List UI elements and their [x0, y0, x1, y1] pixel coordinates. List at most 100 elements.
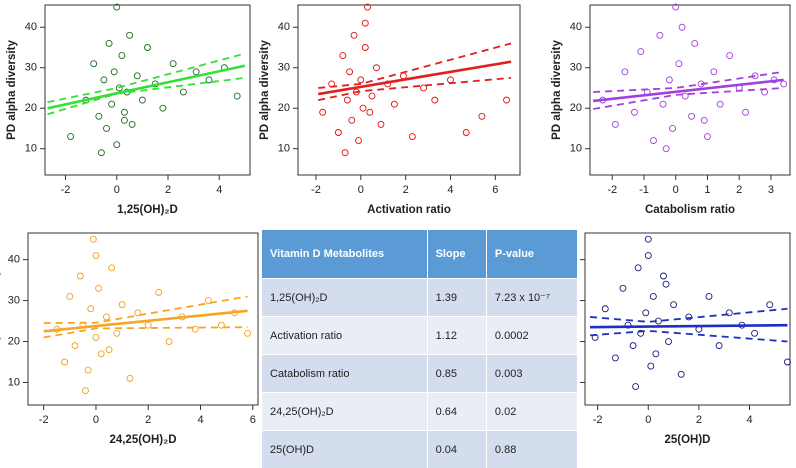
data-point	[706, 293, 712, 299]
data-point	[109, 101, 115, 107]
x-axis-label: 25(OH)D	[664, 434, 710, 446]
data-point	[85, 367, 91, 373]
data-point	[156, 289, 162, 295]
data-point	[193, 69, 199, 75]
data-point	[504, 97, 510, 103]
data-point	[727, 53, 733, 59]
x-tick-label: 2	[736, 184, 742, 196]
data-point	[362, 45, 368, 51]
data-point	[83, 388, 89, 394]
x-tick-label: 4	[746, 414, 752, 426]
data-point	[622, 69, 628, 75]
data-point	[631, 109, 637, 115]
y-axis-label: PD alpha diversity	[551, 40, 563, 140]
data-point	[93, 253, 99, 259]
x-tick-label: -2	[593, 414, 603, 426]
table-cell: 25(OH)D	[262, 431, 427, 468]
data-point	[101, 77, 107, 83]
data-point	[479, 113, 485, 119]
x-tick-label: 1	[704, 184, 710, 196]
data-point	[692, 40, 698, 46]
x-tick-label: 2	[165, 184, 171, 196]
y-axis-label: PD alpha diversity	[0, 269, 1, 369]
y-tick-label: 10	[8, 376, 20, 388]
data-point	[127, 32, 133, 38]
x-tick-label: 0	[93, 414, 99, 426]
x-tick-label: 4	[197, 414, 203, 426]
table-cell: 0.64	[427, 393, 486, 431]
data-point	[96, 113, 102, 119]
data-point	[373, 65, 379, 71]
y-tick-label: 10	[570, 143, 582, 155]
data-point	[104, 125, 110, 131]
data-point	[409, 134, 415, 140]
data-point	[127, 375, 133, 381]
y-tick-label: 30	[278, 62, 290, 74]
data-point	[109, 265, 115, 271]
plot-frame	[45, 5, 250, 175]
data-point	[72, 343, 78, 349]
table-cell: 7.23 x 10⁻⁷	[486, 279, 577, 317]
plot-frame	[28, 233, 258, 405]
data-point	[689, 113, 695, 119]
data-point	[657, 32, 663, 38]
data-point	[206, 77, 212, 83]
table-cell: 0.04	[427, 431, 486, 468]
table-cell: 0.88	[486, 431, 577, 468]
data-point	[106, 347, 112, 353]
data-point	[391, 101, 397, 107]
header-cell: Vitamin D Metabolites	[262, 230, 427, 279]
data-point	[463, 130, 469, 136]
header-cell: P-value	[486, 230, 577, 279]
ci-line	[44, 296, 248, 323]
plot-frame	[298, 5, 520, 175]
data-point	[344, 97, 350, 103]
data-point	[630, 343, 636, 349]
x-tick-label: 2	[145, 414, 151, 426]
y-tick-label: 10	[25, 143, 37, 155]
data-point	[106, 40, 112, 46]
data-point	[660, 101, 666, 107]
x-axis-label: Catabolism ratio	[645, 204, 735, 216]
data-point	[701, 117, 707, 123]
y-tick-label: 10	[278, 143, 290, 155]
data-point	[612, 355, 618, 361]
table-cell: 1,25(OH)₂D	[262, 279, 427, 317]
data-point	[781, 81, 787, 87]
y-tick-label: 40	[570, 21, 582, 33]
fit-line	[590, 325, 787, 327]
x-tick-label: 4	[216, 184, 222, 196]
data-point	[663, 146, 669, 152]
data-point	[666, 339, 672, 345]
data-point	[234, 93, 240, 99]
table-cell: 1.12	[427, 317, 486, 355]
x-tick-label: 0	[645, 414, 651, 426]
fit-line	[48, 66, 245, 109]
data-point	[170, 61, 176, 67]
data-point	[602, 306, 608, 312]
ci-line	[48, 54, 245, 103]
data-point	[340, 53, 346, 59]
y-tick-label: 20	[570, 102, 582, 114]
data-point	[620, 285, 626, 291]
x-tick-label: 6	[250, 414, 256, 426]
data-point	[612, 121, 618, 127]
x-tick-label: 0	[114, 184, 120, 196]
y-tick-label: 30	[570, 62, 582, 74]
x-tick-label: 0	[358, 184, 364, 196]
data-point	[645, 253, 651, 259]
data-point	[62, 359, 68, 365]
data-point	[98, 351, 104, 357]
data-point	[717, 101, 723, 107]
data-point	[676, 61, 682, 67]
data-point	[650, 138, 656, 144]
x-tick-label: -2	[607, 184, 617, 196]
data-point	[349, 117, 355, 123]
slope-table: Vitamin D Metabolites Slope P-value 1,25…	[262, 230, 578, 468]
data-point	[347, 69, 353, 75]
header-row: Vitamin D Metabolites Slope P-value	[262, 230, 578, 279]
data-point	[68, 134, 74, 140]
